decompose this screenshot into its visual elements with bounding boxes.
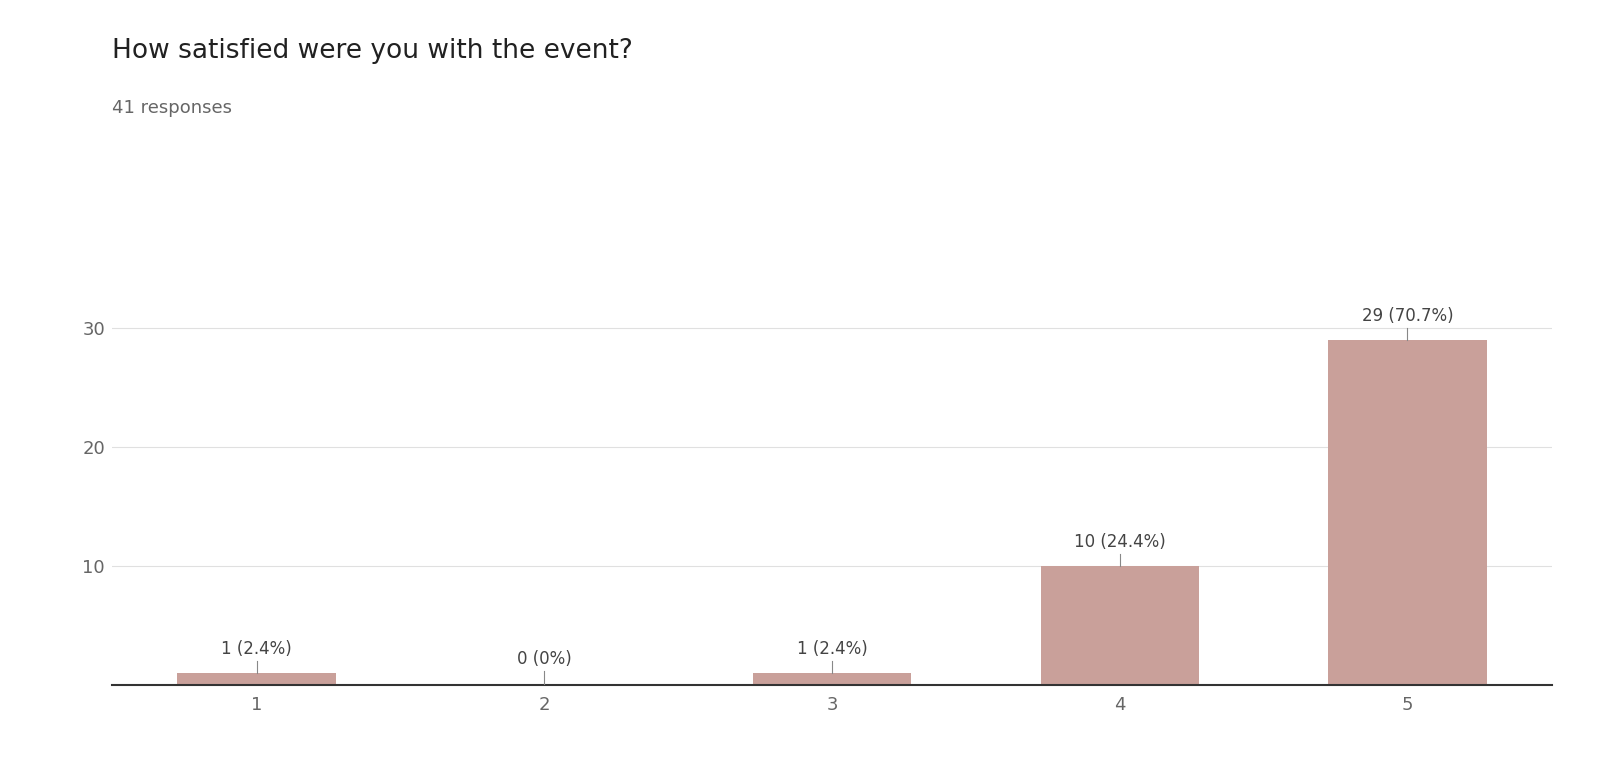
Text: 1 (2.4%): 1 (2.4%) (797, 639, 867, 658)
Text: 29 (70.7%): 29 (70.7%) (1362, 307, 1453, 325)
Text: How satisfied were you with the event?: How satisfied were you with the event? (112, 38, 634, 64)
Text: 1 (2.4%): 1 (2.4%) (221, 639, 291, 658)
Bar (1040, 566, 1198, 685)
Bar (178, 673, 336, 685)
Bar (754, 673, 910, 685)
Text: 41 responses: 41 responses (112, 99, 232, 117)
Text: 10 (24.4%): 10 (24.4%) (1074, 533, 1165, 550)
Bar (1328, 340, 1486, 685)
Text: 0 (0%): 0 (0%) (517, 650, 571, 668)
